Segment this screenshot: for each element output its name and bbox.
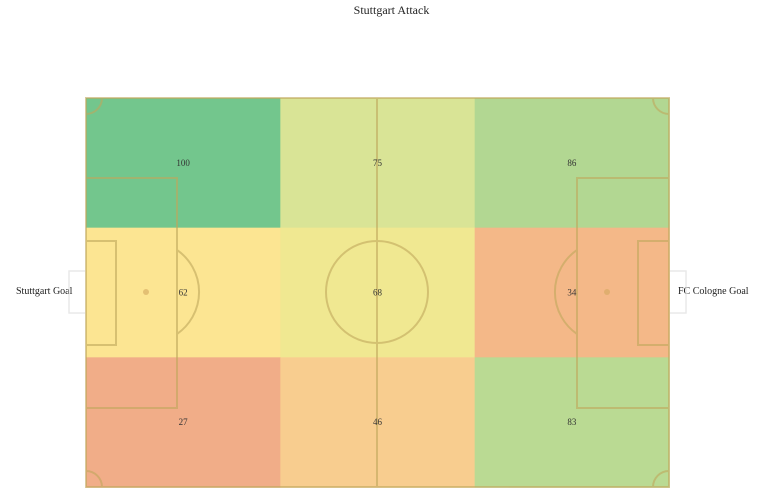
heatmap-cell-r2-c0 — [86, 357, 281, 488]
center-spot — [375, 290, 379, 294]
right-goal — [668, 270, 687, 314]
right-penalty-spot — [604, 289, 610, 295]
left-six-yard-box — [85, 240, 117, 346]
cell-value-r1-c0: 62 — [179, 288, 188, 298]
pitch-markings — [68, 97, 687, 488]
right-goal-label: FC Cologne Goal — [678, 286, 749, 297]
left-penalty-spot — [143, 289, 149, 295]
cell-value-r0-c2: 86 — [567, 158, 577, 168]
cell-value-labels: 100 75 86 62 68 34 27 46 83 — [176, 158, 576, 427]
left-goal — [68, 270, 87, 314]
left-penalty-arc — [176, 249, 200, 335]
corner-arc-top-left — [85, 97, 103, 115]
cell-value-r2-c1: 46 — [373, 417, 383, 427]
heatmap-cell-r1-c0 — [86, 227, 281, 358]
cell-value-r2-c0: 27 — [179, 417, 189, 427]
cell-value-r0-c0: 100 — [176, 158, 190, 168]
chart-title: Stuttgart Attack — [353, 3, 430, 17]
cell-value-r1-c1: 68 — [373, 288, 383, 298]
right-six-yard-box — [637, 240, 670, 346]
center-circle — [325, 240, 429, 344]
cell-value-r1-c2: 34 — [567, 288, 577, 298]
cell-value-r2-c2: 83 — [567, 417, 577, 427]
corner-arc-top-right — [652, 97, 670, 115]
heatmap-cell-r2-c2 — [474, 357, 670, 488]
heatmap-cell-r0-c2 — [474, 98, 670, 229]
corner-arc-bottom-left — [85, 470, 103, 488]
cell-value-r0-c1: 75 — [373, 158, 383, 168]
heatmap-cell-r0-c0 — [86, 98, 281, 229]
corner-arc-bottom-right — [652, 470, 670, 488]
left-goal-label: Stuttgart Goal — [16, 286, 73, 297]
right-penalty-arc — [554, 249, 578, 335]
